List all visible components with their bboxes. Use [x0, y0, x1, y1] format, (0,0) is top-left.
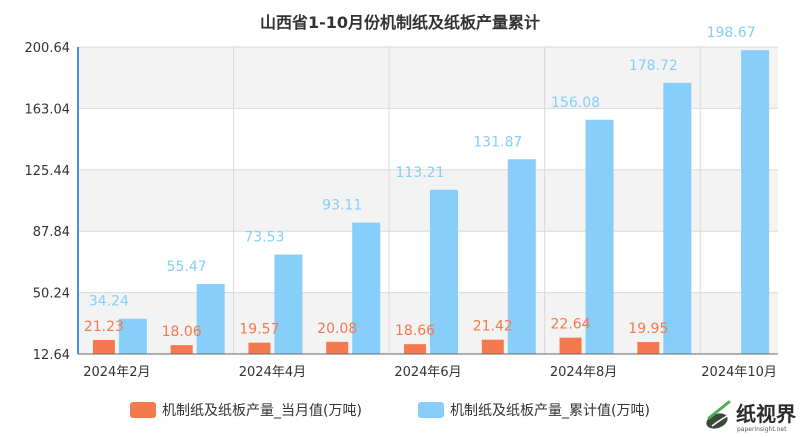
plot-band	[78, 47, 778, 109]
bar-monthly	[637, 342, 660, 354]
data-label-monthly: 22.64	[551, 317, 591, 333]
y-tick-label: 87.84	[33, 225, 70, 240]
bar-monthly	[170, 345, 193, 354]
bar-monthly	[559, 337, 582, 354]
bar-cumulative	[741, 50, 770, 354]
bar-monthly	[404, 344, 426, 354]
legend-item-cumulative[interactable]: 机制纸及纸板产量_累计值(万吨)	[418, 402, 650, 419]
data-label-cumulative: 34.24	[89, 294, 129, 310]
brand-logo: 纸视界 paperinsight.net	[706, 400, 796, 433]
legend-swatch	[418, 402, 444, 418]
data-label-cumulative: 156.08	[551, 95, 600, 111]
bar-monthly	[481, 339, 504, 354]
data-label-cumulative: 131.87	[473, 134, 522, 150]
plot-band	[78, 108, 778, 170]
y-tick-label: 200.64	[25, 41, 71, 56]
y-tick-label: 12.64	[33, 348, 70, 363]
data-label-cumulative: 55.47	[167, 259, 207, 275]
legend-swatch	[130, 402, 156, 418]
data-label-cumulative: 178.72	[629, 58, 678, 74]
legend-item-monthly[interactable]: 机制纸及纸板产量_当月值(万吨)	[130, 402, 362, 419]
bar-cumulative	[352, 222, 381, 354]
y-tick-label: 163.04	[25, 102, 71, 117]
bar-cumulative	[585, 119, 614, 354]
bars	[92, 50, 770, 354]
data-labels: 21.23 34.24 18.06 55.47 19.57 73.53 20.08 93.11…	[84, 25, 756, 340]
x-tick-label: 2024年2月	[83, 365, 150, 380]
plot-band	[78, 169, 778, 232]
y-tick-label: 50.24	[33, 287, 70, 302]
data-label-cumulative: 113.21	[396, 165, 445, 181]
x-tick-label: 2024年6月	[394, 365, 461, 380]
bar-cumulative	[274, 254, 303, 354]
logo-url: paperinsight.net	[737, 426, 787, 433]
bar-cumulative	[118, 318, 147, 354]
bar-cumulative	[663, 82, 692, 354]
plot-band	[78, 231, 778, 293]
x-tick-label: 2024年10月	[701, 365, 777, 380]
y-axis-ticks: 200.64 163.04 125.44 87.84 50.24 12.64	[25, 41, 71, 363]
chart-title: 山西省1-10月份机制纸及纸板产量累计	[260, 13, 540, 32]
y-tick-label: 125.44	[25, 164, 71, 179]
plot-background	[78, 47, 778, 354]
data-label-monthly: 21.23	[84, 319, 124, 335]
data-label-monthly: 21.42	[473, 319, 513, 335]
legend[interactable]: 机制纸及纸板产量_当月值(万吨) 机制纸及纸板产量_累计值(万吨)	[130, 402, 650, 419]
plot-band	[78, 292, 778, 354]
data-label-cumulative: 73.53	[244, 230, 284, 246]
legend-label: 机制纸及纸板产量_当月值(万吨)	[162, 403, 362, 419]
x-tick-label: 2024年4月	[239, 365, 306, 380]
data-label-monthly: 19.95	[628, 321, 668, 337]
legend-label: 机制纸及纸板产量_累计值(万吨)	[450, 403, 650, 419]
data-label-cumulative: 198.67	[707, 25, 756, 41]
bar-cumulative	[430, 189, 458, 354]
data-label-monthly: 20.08	[317, 321, 357, 337]
bar-cumulative	[196, 284, 225, 354]
data-label-cumulative: 93.11	[322, 198, 362, 214]
data-label-monthly: 18.66	[395, 323, 435, 339]
bar-monthly	[92, 339, 115, 354]
bar-monthly	[326, 341, 349, 354]
bar-cumulative	[507, 159, 536, 354]
data-label-monthly: 18.06	[162, 324, 202, 340]
x-axis-ticks: 2024年2月 2024年4月 2024年6月 2024年8月 2024年10月	[83, 365, 777, 380]
data-label-monthly: 19.57	[239, 322, 279, 338]
logo-name: 纸视界	[736, 402, 796, 426]
axes	[77, 47, 778, 355]
x-tick-label: 2024年8月	[550, 365, 617, 380]
logo-mark-icon	[706, 400, 731, 429]
bar-monthly	[248, 342, 271, 354]
